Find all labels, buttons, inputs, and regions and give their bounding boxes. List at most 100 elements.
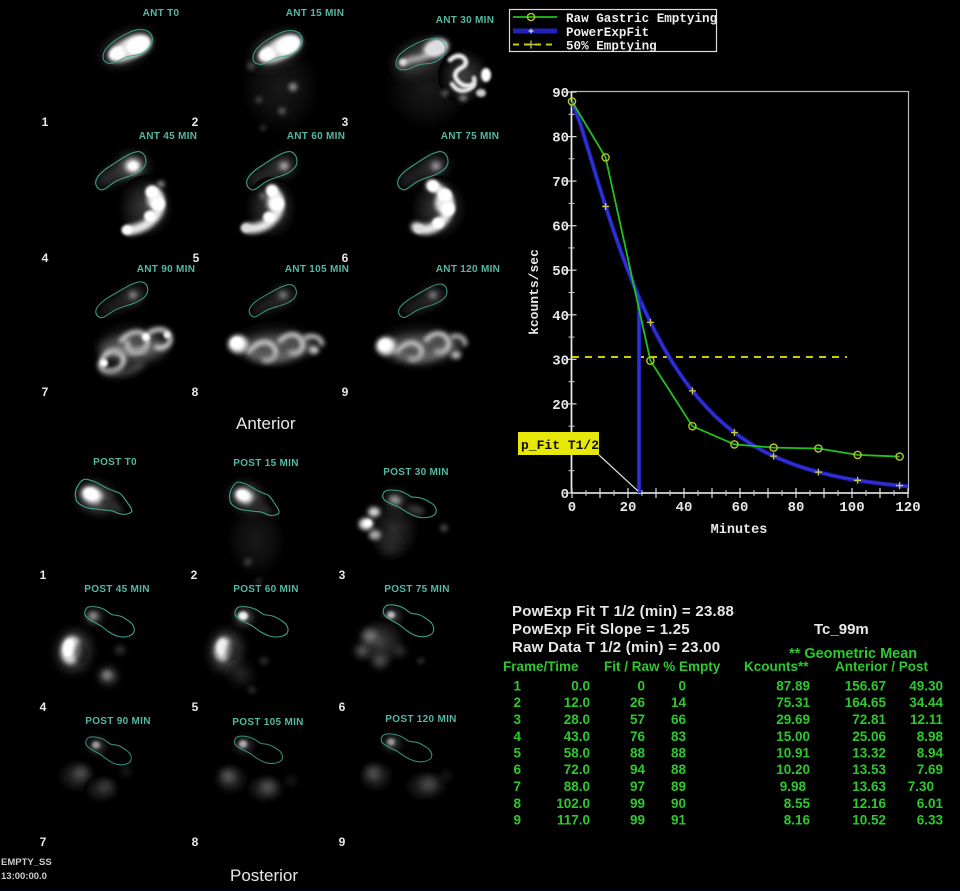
svg-text:28.0: 28.0 xyxy=(564,712,590,727)
svg-text:10.91: 10.91 xyxy=(776,746,810,761)
svg-text:34.44: 34.44 xyxy=(909,695,943,710)
svg-text:Fit / Raw % Empty: Fit / Raw % Empty xyxy=(604,659,721,674)
svg-text:72.81: 72.81 xyxy=(852,712,886,727)
svg-text:3: 3 xyxy=(339,568,346,582)
svg-text:83: 83 xyxy=(671,729,687,744)
svg-text:ANT 15 MIN: ANT 15 MIN xyxy=(286,8,345,19)
svg-text:26: 26 xyxy=(630,695,646,710)
svg-text:ANT 120 MIN: ANT 120 MIN xyxy=(436,264,500,275)
svg-text:8.16: 8.16 xyxy=(784,813,811,828)
svg-text:60: 60 xyxy=(732,500,749,516)
svg-text:7.30: 7.30 xyxy=(908,779,934,794)
svg-text:8.98: 8.98 xyxy=(917,729,944,744)
svg-text:ANT 105 MIN: ANT 105 MIN xyxy=(285,264,349,275)
svg-text:13.32: 13.32 xyxy=(852,746,886,761)
svg-text:0: 0 xyxy=(637,679,645,694)
svg-text:10.52: 10.52 xyxy=(852,813,886,828)
svg-text:100: 100 xyxy=(839,500,864,516)
svg-text:PowExp Fit T 1/2 (min) = 23.88: PowExp Fit T 1/2 (min) = 23.88 xyxy=(512,603,734,620)
svg-text:5: 5 xyxy=(192,700,199,714)
svg-text:5: 5 xyxy=(193,251,200,265)
svg-text:90: 90 xyxy=(552,86,569,102)
svg-text:13.63: 13.63 xyxy=(852,779,886,794)
svg-text:40: 40 xyxy=(552,309,569,325)
svg-text:ANT 60 MIN: ANT 60 MIN xyxy=(287,131,346,142)
svg-text:88.0: 88.0 xyxy=(564,779,590,794)
svg-text:8.55: 8.55 xyxy=(784,796,811,811)
svg-text:8.94: 8.94 xyxy=(917,746,944,761)
svg-text:Frame/Time: Frame/Time xyxy=(503,659,579,674)
svg-text:6.33: 6.33 xyxy=(917,813,944,828)
svg-text:Anterior / Post: Anterior / Post xyxy=(835,659,929,674)
svg-text:Raw Gastric Emptying: Raw Gastric Emptying xyxy=(566,12,717,26)
svg-text:156.67: 156.67 xyxy=(845,679,886,694)
svg-text:POST 120 MIN: POST 120 MIN xyxy=(385,714,456,725)
svg-text:20: 20 xyxy=(552,398,569,414)
svg-text:66: 66 xyxy=(671,712,687,727)
svg-text:4: 4 xyxy=(40,700,47,714)
svg-text:15.00: 15.00 xyxy=(776,729,810,744)
svg-text:13.53: 13.53 xyxy=(852,762,886,777)
svg-text:ANT 30 MIN: ANT 30 MIN xyxy=(436,15,495,26)
svg-text:ANT 75 MIN: ANT 75 MIN xyxy=(441,131,500,142)
svg-text:1: 1 xyxy=(42,115,49,129)
svg-text:0: 0 xyxy=(561,487,569,503)
svg-text:5: 5 xyxy=(513,746,521,761)
svg-text:1: 1 xyxy=(40,568,47,582)
svg-text:3: 3 xyxy=(513,712,521,727)
svg-text:4: 4 xyxy=(513,729,521,744)
svg-text:25.06: 25.06 xyxy=(852,729,886,744)
svg-text:6: 6 xyxy=(342,251,349,265)
svg-text:Raw Data T 1/2 (min) = 23.00: Raw Data T 1/2 (min) = 23.00 xyxy=(512,639,720,656)
svg-text:72.0: 72.0 xyxy=(564,762,590,777)
svg-text:70: 70 xyxy=(552,175,569,191)
svg-text:76: 76 xyxy=(630,729,646,744)
svg-text:POST 45 MIN: POST 45 MIN xyxy=(84,584,150,595)
svg-text:9.98: 9.98 xyxy=(780,779,807,794)
svg-text:ANT 90 MIN: ANT 90 MIN xyxy=(137,264,196,275)
svg-text:102.0: 102.0 xyxy=(556,796,590,811)
svg-text:14: 14 xyxy=(671,695,687,710)
svg-text:9: 9 xyxy=(339,835,346,849)
svg-text:29.69: 29.69 xyxy=(776,712,810,727)
svg-text:9: 9 xyxy=(342,385,349,399)
svg-text:7.69: 7.69 xyxy=(917,762,943,777)
svg-text:57: 57 xyxy=(630,712,645,727)
svg-text:EMPTY_SS: EMPTY_SS xyxy=(1,857,52,868)
svg-text:3: 3 xyxy=(342,115,349,129)
svg-text:58.0: 58.0 xyxy=(564,746,590,761)
svg-text:60: 60 xyxy=(552,220,569,236)
svg-text:20: 20 xyxy=(620,500,637,516)
svg-text:40: 40 xyxy=(676,500,693,516)
svg-text:PowerExpFit: PowerExpFit xyxy=(566,26,649,40)
svg-text:7: 7 xyxy=(42,385,49,399)
svg-text:2: 2 xyxy=(192,115,199,129)
svg-text:0: 0 xyxy=(568,500,576,516)
svg-text:43.0: 43.0 xyxy=(564,729,590,744)
svg-text:99: 99 xyxy=(630,813,645,828)
svg-text:117.0: 117.0 xyxy=(557,813,590,828)
svg-text:Posterior: Posterior xyxy=(230,866,298,885)
svg-text:POST 30 MIN: POST 30 MIN xyxy=(383,467,449,478)
svg-text:12.16: 12.16 xyxy=(852,796,886,811)
svg-text:12.0: 12.0 xyxy=(564,695,590,710)
svg-text:88: 88 xyxy=(671,762,687,777)
svg-text:80: 80 xyxy=(788,500,805,516)
svg-text:ANT 45 MIN: ANT 45 MIN xyxy=(139,131,198,142)
svg-text:30: 30 xyxy=(552,353,569,369)
svg-text:99: 99 xyxy=(630,796,645,811)
svg-text:6.01: 6.01 xyxy=(917,796,944,811)
svg-text:6: 6 xyxy=(513,762,521,777)
svg-text:80: 80 xyxy=(552,131,569,147)
svg-text:50: 50 xyxy=(552,264,569,280)
svg-text:ANT T0: ANT T0 xyxy=(143,8,180,19)
svg-text:88: 88 xyxy=(630,746,646,761)
svg-text:10.20: 10.20 xyxy=(776,762,810,777)
svg-text:12.11: 12.11 xyxy=(910,712,944,727)
svg-text:49.30: 49.30 xyxy=(909,679,943,694)
svg-text:88: 88 xyxy=(671,746,687,761)
svg-text:2: 2 xyxy=(191,568,198,582)
svg-text:PowExp Fit Slope = 1.25: PowExp Fit Slope = 1.25 xyxy=(512,621,690,638)
svg-text:87.89: 87.89 xyxy=(776,679,810,694)
svg-text:89: 89 xyxy=(671,779,686,794)
